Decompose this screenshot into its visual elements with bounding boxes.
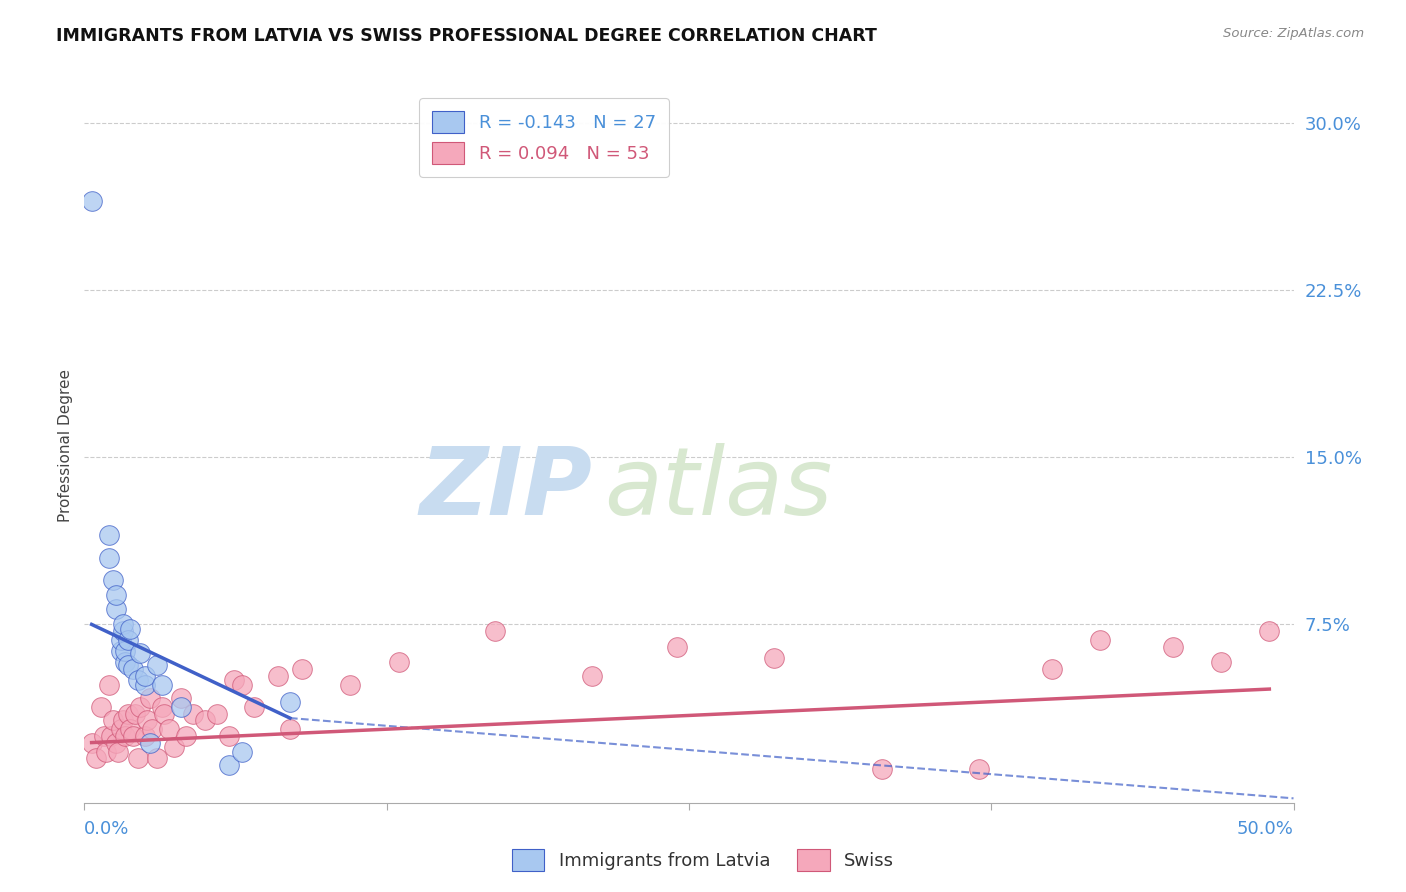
Point (218, 729, 240, 743)
Point (100, 729, 122, 743)
Point (218, 757, 240, 772)
Point (86, 751, 108, 765)
Point (1209, 655, 1232, 669)
Point (157, 723, 180, 737)
Point (278, 696, 301, 710)
Point (1161, 640, 1184, 654)
Point (146, 657, 169, 672)
Y-axis label: Professional Degree: Professional Degree (58, 369, 73, 523)
Point (278, 723, 301, 737)
Text: ZIP: ZIP (419, 442, 592, 535)
Point (103, 573, 125, 587)
Legend: R = -0.143   N = 27, R = 0.094   N = 53: R = -0.143 N = 27, R = 0.094 N = 53 (419, 98, 668, 177)
Point (174, 729, 197, 743)
Point (103, 714, 125, 728)
Text: atlas: atlas (605, 443, 832, 534)
Point (138, 735, 160, 749)
Point (153, 706, 176, 721)
Point (136, 714, 159, 728)
Point (872, 762, 894, 776)
Text: 50.0%: 50.0% (1237, 820, 1294, 838)
Point (146, 751, 169, 765)
Point (224, 673, 246, 687)
Point (207, 706, 229, 721)
Text: Source: ZipAtlas.com: Source: ZipAtlas.com (1223, 27, 1364, 40)
Text: 0.0%: 0.0% (84, 820, 129, 838)
Point (267, 669, 290, 683)
Point (110, 723, 132, 737)
Text: IMMIGRANTS FROM LATVIA VS SWISS PROFESSIONAL DEGREE CORRELATION CHART: IMMIGRANTS FROM LATVIA VS SWISS PROFESSI… (56, 27, 877, 45)
Point (762, 651, 785, 665)
Legend: Immigrants from Latvia, Swiss: Immigrants from Latvia, Swiss (505, 842, 901, 879)
Point (80, 194, 103, 208)
Point (967, 762, 990, 776)
Point (97, 678, 120, 692)
Point (194, 714, 217, 728)
Point (117, 706, 139, 721)
Point (104, 601, 127, 615)
Point (170, 690, 193, 705)
Point (112, 624, 135, 639)
Point (291, 662, 314, 676)
Point (1088, 633, 1111, 648)
Point (104, 589, 127, 603)
Point (231, 678, 253, 692)
Point (388, 655, 411, 669)
Point (581, 669, 603, 683)
Point (339, 678, 361, 692)
Point (134, 669, 156, 683)
Point (110, 633, 132, 648)
Point (134, 729, 156, 743)
Point (138, 690, 160, 705)
Point (163, 740, 186, 755)
Point (231, 744, 253, 758)
Point (1258, 624, 1281, 639)
Point (181, 706, 204, 721)
Point (80, 735, 103, 749)
Point (129, 699, 152, 714)
Point (150, 699, 173, 714)
Point (121, 662, 143, 676)
Point (134, 678, 156, 692)
Point (150, 678, 173, 692)
Point (94, 744, 117, 758)
Point (97, 550, 120, 565)
Point (129, 646, 152, 660)
Point (170, 699, 193, 714)
Point (120, 723, 142, 737)
Point (112, 617, 135, 632)
Point (124, 706, 146, 721)
Point (242, 699, 264, 714)
Point (120, 622, 142, 636)
Point (107, 744, 129, 758)
Point (127, 673, 149, 687)
Point (97, 528, 120, 542)
Point (90, 699, 112, 714)
Point (665, 640, 688, 654)
Point (484, 624, 506, 639)
Point (1040, 662, 1063, 676)
Point (117, 657, 139, 672)
Point (117, 633, 139, 648)
Point (110, 644, 132, 658)
Point (141, 723, 163, 737)
Point (121, 729, 143, 743)
Point (114, 644, 136, 658)
Point (93, 729, 115, 743)
Point (114, 729, 136, 743)
Point (127, 751, 149, 765)
Point (104, 735, 127, 749)
Point (112, 714, 135, 728)
Point (114, 655, 136, 669)
